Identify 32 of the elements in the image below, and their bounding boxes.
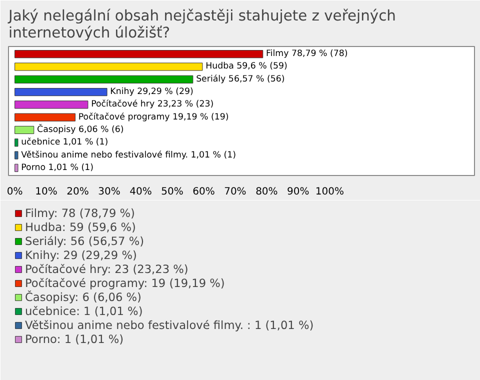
y-tick-label: Většinou anime nebo festivalové filmy. 1,01 % (1) <box>21 150 236 160</box>
legend-label: Porno: 1 (1,01 %) <box>25 332 124 346</box>
x-tick-label: 60% <box>192 186 215 198</box>
x-tick-label: 20% <box>66 186 89 198</box>
x-tick-label: 100% <box>315 186 344 198</box>
x-tick-label: 40% <box>130 186 152 198</box>
y-tick-label: Seriály 56,57 % (56) <box>196 74 285 84</box>
y-tick-label: Porno 1,01 % (1) <box>21 162 94 173</box>
legend-label: Časopisy: 6 (6,06 %) <box>25 290 142 304</box>
x-tick-label: 90% <box>287 186 310 198</box>
y-tick-label: učebnice 1,01 % (1) <box>21 138 108 148</box>
legend-label: Počítačové programy: 19 (19,19 %) <box>25 276 225 290</box>
y-tick-label: Počítačové programy 19,19 % (19) <box>78 112 229 122</box>
x-tick-label: 70% <box>224 186 246 198</box>
legend-label: Knihy: 29 (29,29 %) <box>25 248 137 262</box>
legend-label: Většinou anime nebo festivalové filmy. : 1 (1,01 %) <box>25 318 314 332</box>
y-tick-label: Počítačové hry 23,23 % (23) <box>91 100 214 110</box>
y-tick-label: Filmy 78,79 % (78) <box>266 49 348 60</box>
x-tick-label: 80% <box>256 186 278 198</box>
chart-title: Jaký nelegální obsah nejčastěji stahujete z veřejných internetových úložišť? <box>8 8 396 42</box>
legend-label: Filmy: 78 (78,79 %) <box>25 206 135 220</box>
x-tick-label: 50% <box>161 186 184 198</box>
x-tick-label: 30% <box>98 186 120 198</box>
legend-label: Počítačové hry: 23 (23,23 %) <box>25 262 188 276</box>
legend-label: Hudba: 59 (59,6 %) <box>25 220 136 234</box>
y-tick-label: Knihy 29,29 % (29) <box>110 87 194 98</box>
x-tick-label: 10% <box>35 186 58 198</box>
legend-label: Seriály: 56 (56,57 %) <box>25 234 144 248</box>
legend-label: učebnice: 1 (1,01 %) <box>25 304 143 318</box>
y-tick-label: Hudba 59,6 % (59) <box>206 62 288 72</box>
y-tick-label: Časopisy 6,06 % (6) <box>37 122 124 135</box>
x-tick-label: 0% <box>6 186 23 198</box>
